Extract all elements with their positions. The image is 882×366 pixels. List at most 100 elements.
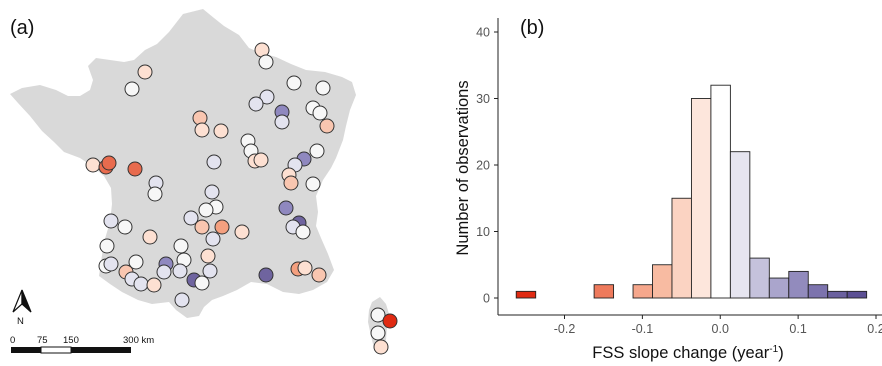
- station-marker: [319, 118, 335, 134]
- x-tick-label: 0.1: [789, 322, 806, 336]
- station-marker: [309, 143, 325, 159]
- x-axis-title-superscript: -1: [769, 344, 778, 355]
- station-marker: [173, 238, 189, 254]
- station-marker: [258, 267, 274, 283]
- x-axis-title-end: ): [778, 344, 784, 362]
- station-marker: [133, 276, 149, 292]
- map-panel-label: (a): [10, 17, 34, 39]
- station-marker: [172, 263, 188, 279]
- station-marker: [205, 231, 221, 247]
- y-tick-label: 30: [476, 92, 490, 106]
- x-tick-label: 0.2: [867, 322, 882, 336]
- station-marker: [174, 292, 190, 308]
- histogram-bar: [710, 84, 731, 299]
- station-marker: [373, 339, 389, 355]
- station-marker: [311, 267, 327, 283]
- histogram-panel-label: (b): [520, 17, 544, 39]
- scale-tick-75: 75: [37, 335, 48, 346]
- station-marker: [183, 210, 199, 226]
- scale-tick-300: 300 km: [123, 335, 154, 346]
- station-marker: [206, 154, 222, 170]
- histogram-bar: [632, 284, 653, 299]
- scale-segment: [11, 347, 41, 353]
- histogram-bar: [671, 197, 692, 299]
- scale-bar: 0 75 150 300 km: [10, 335, 154, 354]
- station-marker: [213, 123, 229, 139]
- station-marker: [253, 152, 269, 168]
- histogram-bar: [788, 270, 809, 299]
- histogram-bar: [768, 277, 790, 299]
- station-marker: [305, 176, 321, 192]
- station-marker: [103, 213, 119, 229]
- france-mainland-shape: [10, 9, 356, 318]
- x-tick-label: -0.1: [632, 322, 654, 336]
- histogram-bar: [652, 264, 673, 299]
- x-tick-label: 0.0: [712, 322, 729, 336]
- x-tick-label: -0.2: [554, 322, 576, 336]
- histogram-bar: [827, 290, 848, 299]
- y-axis: 0 10 20 30 40: [476, 26, 498, 306]
- histogram-bar: [846, 290, 868, 299]
- y-tick-label: 40: [476, 26, 490, 40]
- station-marker: [370, 307, 386, 323]
- station-marker: [146, 277, 162, 293]
- station-marker: [312, 105, 328, 121]
- station-marker: [204, 184, 220, 200]
- histogram-bars: [515, 84, 868, 299]
- north-label: N: [17, 316, 24, 327]
- y-tick-label: 10: [476, 225, 490, 239]
- scale-tick-0: 0: [10, 335, 15, 346]
- station-marker: [198, 202, 214, 218]
- station-marker: [382, 313, 398, 329]
- station-marker: [200, 248, 216, 264]
- station-marker: [117, 219, 133, 235]
- station-marker: [156, 264, 172, 280]
- station-marker: [127, 161, 143, 177]
- station-marker: [278, 200, 294, 216]
- histogram-bar: [515, 290, 537, 299]
- histogram-bar: [749, 257, 770, 299]
- station-marker: [85, 157, 101, 173]
- histogram-bar: [729, 151, 751, 299]
- x-axis-title: FSS slope change (year-1): [592, 344, 783, 362]
- station-marker: [101, 155, 117, 171]
- station-marker: [295, 224, 311, 240]
- station-marker: [128, 254, 144, 270]
- y-tick-label: 20: [476, 159, 490, 173]
- station-marker: [147, 186, 163, 202]
- scale-tick-150: 150: [63, 335, 79, 346]
- station-marker: [194, 275, 210, 291]
- station-marker: [370, 325, 386, 341]
- station-marker: [194, 219, 210, 235]
- station-marker: [103, 256, 119, 272]
- histogram-bar: [690, 98, 712, 299]
- station-marker: [283, 175, 299, 191]
- y-axis-title: Number of observations: [454, 80, 472, 255]
- station-marker: [142, 229, 158, 245]
- station-marker: [259, 89, 275, 105]
- station-marker: [274, 114, 290, 130]
- histogram-panel: (b) Number of observations 0 10 20 30 40 -0.…: [454, 17, 882, 362]
- station-marker: [194, 122, 210, 138]
- north-arrow-icon: N: [12, 289, 32, 327]
- station-marker: [234, 224, 250, 240]
- station-marker: [214, 219, 230, 235]
- station-marker: [248, 96, 264, 112]
- france-map-panel: (a) N 0 75 150 300 km: [10, 9, 398, 355]
- station-marker: [202, 263, 218, 279]
- station-marker: [297, 260, 313, 276]
- y-tick-label: 0: [483, 292, 490, 306]
- station-marker: [99, 238, 115, 254]
- station-marker: [124, 81, 140, 97]
- histogram-bar: [593, 284, 615, 299]
- histogram-bar: [807, 284, 829, 299]
- x-axis: -0.2 -0.1 0.0 0.1 0.2: [554, 315, 882, 336]
- station-markers: [85, 42, 398, 355]
- station-marker: [315, 80, 331, 96]
- x-axis-title-main: FSS slope change (year: [592, 344, 770, 362]
- scale-segment: [40, 346, 72, 354]
- station-marker: [258, 54, 274, 70]
- station-marker: [137, 64, 153, 80]
- scale-segment: [71, 347, 131, 353]
- station-marker: [286, 75, 302, 91]
